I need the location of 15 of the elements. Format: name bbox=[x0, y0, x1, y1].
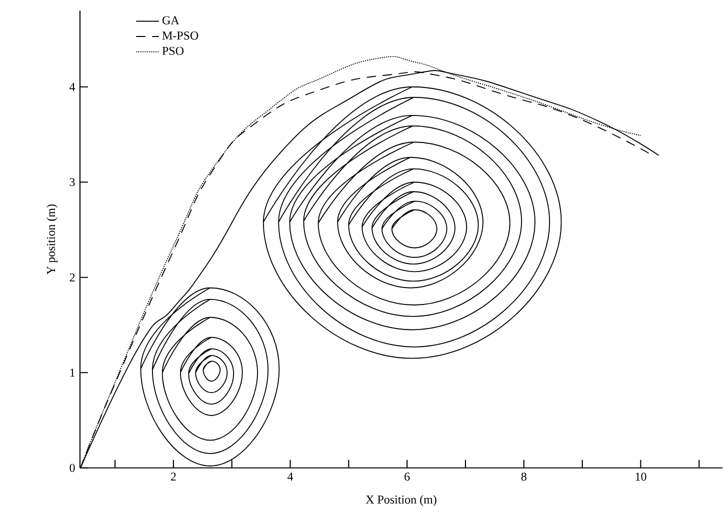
y-tick-label: 4 bbox=[70, 83, 76, 92]
x-tick-label: 4 bbox=[287, 472, 294, 481]
legend-label: PSO bbox=[162, 47, 184, 56]
legend-label: GA bbox=[162, 16, 180, 25]
y-tick-label: 0 bbox=[70, 464, 75, 472]
y-tick-label: 3 bbox=[70, 178, 75, 186]
x-axis-title: X Position (m) bbox=[366, 495, 436, 506]
x-tick-label: 8 bbox=[521, 472, 526, 481]
y-tick-label: 2 bbox=[70, 274, 75, 282]
x-tick-label: 2 bbox=[170, 472, 176, 481]
y-tick-label: 1 bbox=[70, 368, 75, 377]
legend-label: M-PSO bbox=[162, 32, 198, 40]
x-tick-label: 10 bbox=[636, 472, 646, 481]
y-axis-title: Y position (m) bbox=[46, 204, 58, 275]
x-tick-label: 6 bbox=[404, 472, 410, 481]
